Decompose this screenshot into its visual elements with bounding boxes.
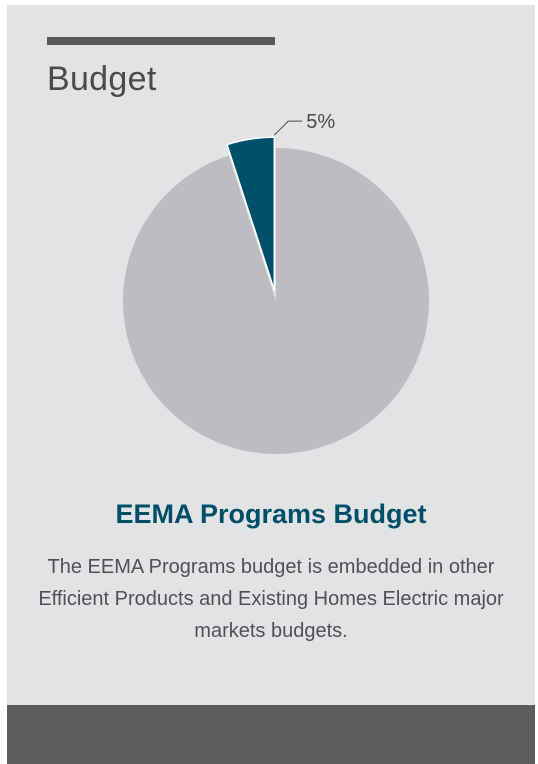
pie-slice-label-1: 5% bbox=[306, 111, 335, 133]
pie-slices bbox=[123, 136, 430, 455]
pie-slice-1 bbox=[226, 136, 276, 291]
pie-slice-0 bbox=[123, 148, 430, 455]
chart-title: EEMA Programs Budget bbox=[115, 499, 427, 529]
section-title: Budget bbox=[47, 60, 157, 98]
budget-card: Budget 5% EEMA Programs Budget The EEMA … bbox=[7, 5, 535, 705]
pie-label-leader-1 bbox=[273, 120, 303, 136]
footer-band bbox=[7, 705, 535, 764]
accent-bar bbox=[47, 37, 275, 45]
pie-chart: 5% bbox=[123, 111, 430, 455]
pie-labels: 5% bbox=[273, 111, 335, 136]
chart-description: The EEMA Programs budget is embedded in … bbox=[38, 556, 504, 642]
